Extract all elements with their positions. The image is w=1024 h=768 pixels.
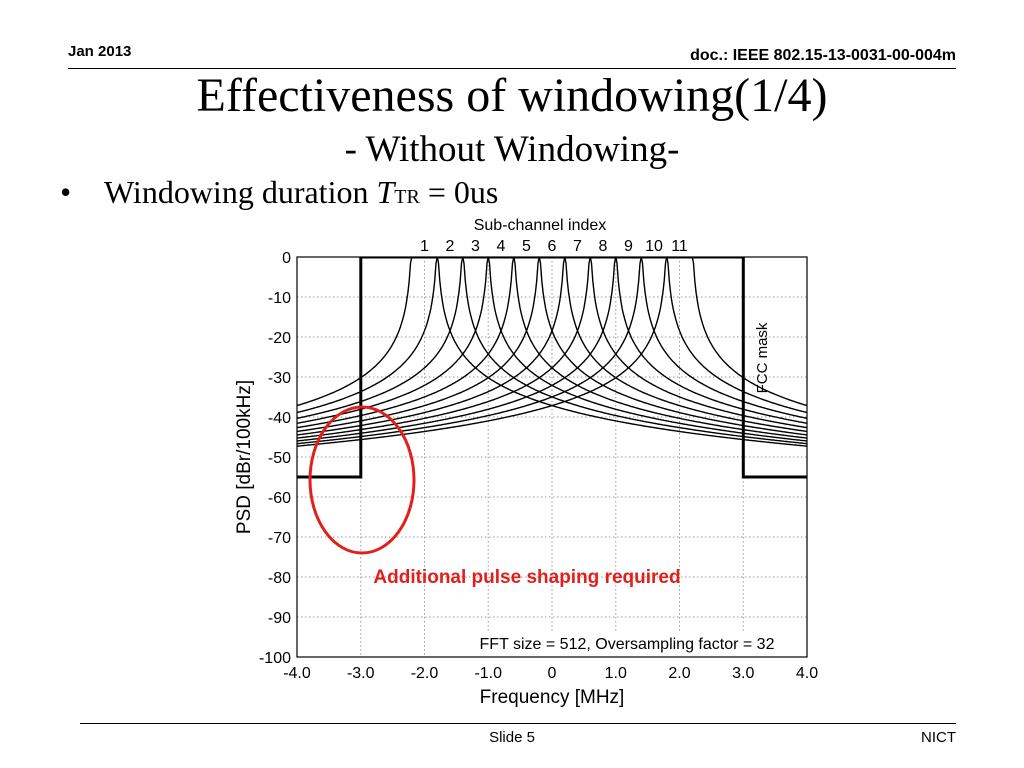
subchannel-label: 9 — [624, 238, 633, 255]
subchannel-label: 1 — [420, 238, 429, 255]
x-tick-label: -1.0 — [474, 665, 502, 682]
x-tick-label: -4.0 — [283, 665, 311, 682]
x-tick-label: 1.0 — [605, 665, 627, 682]
footer-divider — [80, 723, 956, 724]
callout-text: Additional pulse shaping required — [373, 567, 680, 588]
subchannel-8-curve — [297, 257, 807, 439]
y-tick-label: 0 — [282, 250, 291, 267]
y-tick-label: -50 — [268, 450, 291, 467]
top-axis-label: Sub-channel index — [474, 217, 607, 234]
x-tick-label: 3.0 — [732, 665, 754, 682]
x-tick-label: 0 — [548, 665, 557, 682]
header-date: Jan 2013 — [68, 43, 132, 60]
y-tick-label: -70 — [268, 530, 291, 547]
callout-ellipse — [308, 405, 416, 555]
y-tick-label: -40 — [268, 410, 291, 427]
slide-subtitle: - Without Windowing- — [344, 129, 680, 170]
subchannel-label: 5 — [522, 238, 531, 255]
fft-annotation: FFT size = 512, Oversampling factor = 32 — [480, 636, 775, 653]
subchannel-6-curve — [297, 257, 807, 433]
x-tick-label: -2.0 — [411, 665, 439, 682]
subchannel-label: 6 — [548, 238, 557, 255]
y-tick-label: -20 — [268, 330, 291, 347]
x-tick-label: 4.0 — [796, 665, 818, 682]
subchannel-label: 10 — [645, 238, 663, 255]
footer-org: NICT — [921, 729, 956, 746]
fcc-mask-polyline — [297, 257, 807, 479]
psd-curves — [297, 257, 807, 447]
subchannel-label: 11 — [671, 238, 688, 255]
header-doc-id: doc.: IEEE 802.15-13-0031-00-004m — [690, 47, 956, 64]
fcc-mask-line — [297, 257, 807, 479]
bullet-suffix: = 0us — [419, 174, 499, 210]
subchannel-7-curve — [297, 257, 807, 436]
y-axis-label: PSD [dBr/100kHz] — [234, 380, 255, 534]
y-tick-label: -10 — [268, 290, 291, 307]
chart-grid — [296, 256, 808, 658]
y-tick-labels: 0 -10 -20 -30 -40 -50 -60 -70 -80 -90 -100 — [259, 250, 291, 667]
x-tick-labels: -4.0 -3.0 -2.0 -1.0 0 1.0 2.0 3.0 4.0 — [283, 665, 818, 682]
y-tick-label: -90 — [268, 610, 291, 627]
x-axis-label: Frequency [MHz] — [480, 687, 625, 708]
subchannel-label: 7 — [573, 238, 582, 255]
header-divider — [68, 68, 956, 69]
y-tick-label: -80 — [268, 570, 291, 587]
footer-slide-number: Slide 5 — [489, 729, 535, 746]
subchannel-10-curve — [297, 257, 807, 445]
bullet-subscript: TR — [394, 186, 420, 208]
subchannel-label: 3 — [471, 238, 480, 255]
bullet-dot-icon: • — [60, 174, 72, 210]
bullet-prefix: Windowing duration — [104, 174, 377, 210]
y-tick-label: -30 — [268, 370, 291, 387]
bullet-windowing-duration: • Windowing duration TTR = 0us — [60, 170, 498, 219]
subchannel-label: 8 — [599, 238, 608, 255]
subchannel-11-curve — [297, 257, 807, 447]
y-tick-label: -100 — [259, 650, 291, 667]
subchannel-label: 4 — [497, 238, 506, 255]
slide-title: Effectiveness of windowing(1/4) — [196, 69, 828, 122]
subchannel-label: 2 — [446, 238, 455, 255]
x-tick-label: 2.0 — [668, 665, 690, 682]
annotation-backdrop — [450, 631, 804, 655]
subchannel-9-curve — [297, 257, 807, 442]
subchannel-labels: 1 2 3 4 5 6 7 8 9 10 11 — [420, 238, 688, 255]
fcc-mask-label: FCC mask — [754, 322, 771, 393]
x-tick-label: -3.0 — [347, 665, 375, 682]
bullet-variable: T — [376, 174, 395, 210]
y-tick-label: -60 — [268, 490, 291, 507]
plot-frame — [296, 256, 808, 658]
subchannel-4-curve — [297, 257, 807, 439]
